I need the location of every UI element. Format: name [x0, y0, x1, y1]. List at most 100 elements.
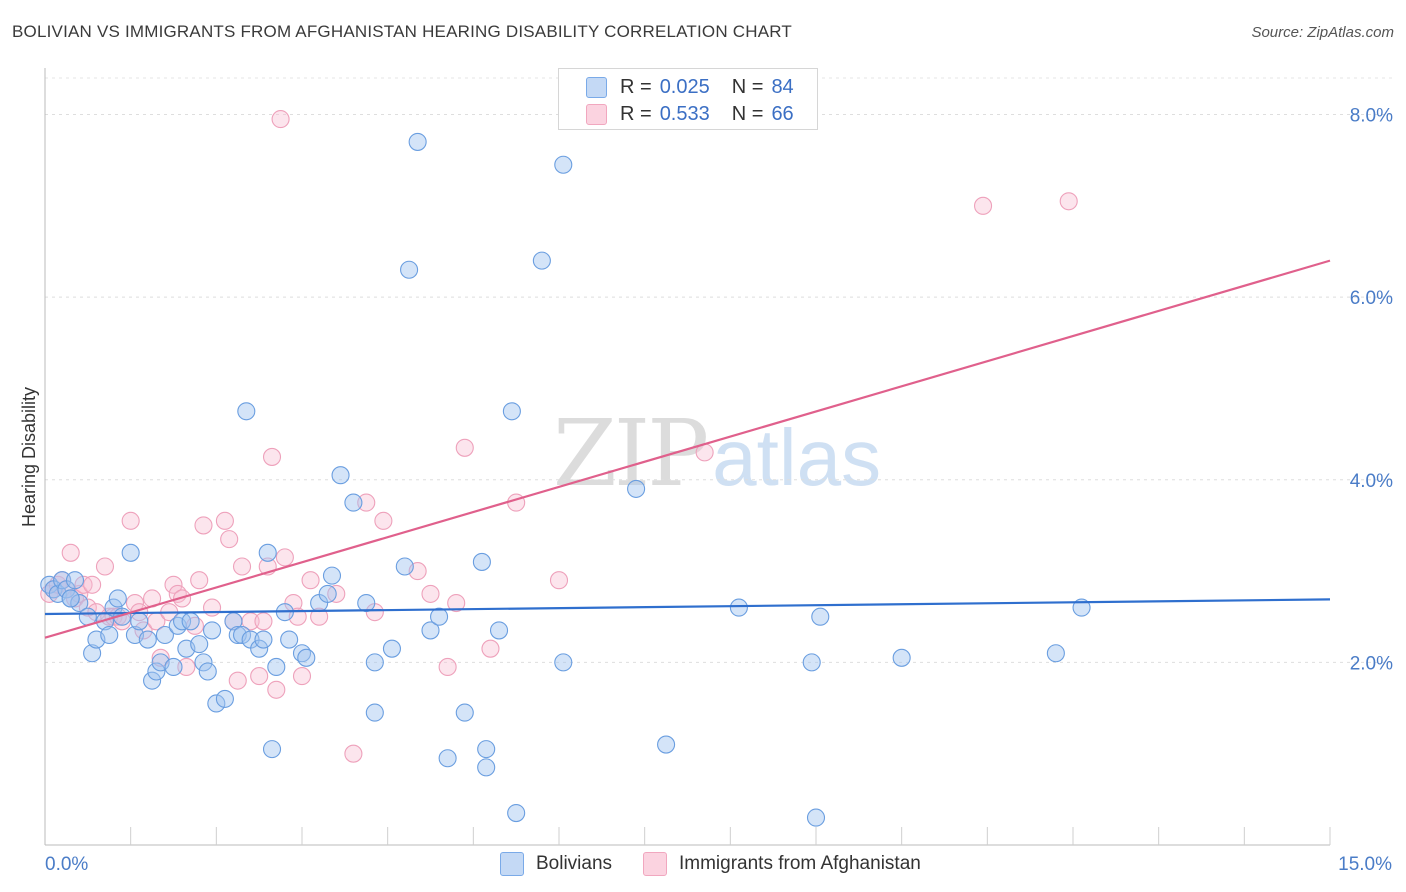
bolivian-point [254, 630, 273, 649]
bolivian-point [207, 694, 226, 713]
x-tick-label: 15.0% [1338, 854, 1392, 875]
bolivian-point [194, 653, 213, 672]
bolivian-point [344, 493, 363, 512]
bolivian-point [280, 630, 299, 649]
bolivian-point [657, 735, 676, 754]
r-value: 0.025 [659, 75, 710, 98]
legend-swatch-blue [500, 852, 524, 876]
afghanistan-point [292, 667, 312, 686]
bolivian-point [138, 630, 157, 649]
afghanistan-point [344, 744, 363, 763]
afghanistan-trend-line [44, 259, 1331, 639]
bolivian-point [297, 648, 316, 667]
bolivian-point [554, 653, 573, 672]
bolivian-point [806, 808, 826, 827]
afghanistan-point [275, 548, 294, 567]
tick-labels: 2.0% 4.0% 6.0% 8.0% 0.0% 15.0% [45, 106, 1393, 875]
n-label: N = [731, 75, 764, 98]
bolivian-point [190, 635, 209, 654]
bolivian-point [108, 589, 127, 608]
afghanistan-point [973, 196, 993, 215]
afghanistan-point [164, 575, 183, 594]
stats-legend-swatch-blue [586, 76, 607, 98]
bolivian-point [215, 689, 234, 708]
bolivian-point [802, 653, 821, 672]
afghanistan-point [177, 657, 196, 676]
bolivian-point [729, 598, 748, 617]
series-bolivians-points [40, 132, 1091, 827]
bolivian-point [365, 653, 384, 672]
legend-label-bolivians: Bolivians [536, 853, 613, 874]
bolivian-point [507, 803, 526, 823]
legend-item-afghanistan: Immigrants from Afghanistan [643, 852, 921, 876]
afghanistan-point [228, 671, 247, 690]
bolivian-point [250, 639, 269, 658]
bolivian-point [395, 557, 414, 576]
afghanistan-point [438, 657, 457, 676]
bolivian-point [83, 644, 102, 663]
bolivian-point [164, 657, 183, 676]
afghanistan-point [95, 557, 115, 576]
bolivian-point [267, 657, 286, 676]
axes [44, 68, 1331, 846]
bolivian-point [438, 749, 457, 768]
watermark-atlas: atlas [712, 413, 882, 502]
y-tick-label: 8.0% [1350, 106, 1393, 127]
r-label: R = [620, 75, 652, 98]
bolivian-point [232, 625, 252, 645]
stats-legend-row-afghanistan: R = 0.533 N = 66 [586, 101, 794, 127]
watermark: ZIPatlas [553, 400, 881, 507]
afghanistan-point [220, 530, 239, 549]
stats-legend: R = 0.025 N = 84 R = 0.533 N = 66 [558, 68, 818, 130]
bolivian-point [258, 543, 277, 562]
bolivian-point [400, 260, 419, 279]
bolivian-point [322, 566, 342, 585]
afghanistan-point [455, 438, 474, 457]
n-value: 84 [771, 75, 794, 98]
bolivian-point [147, 662, 166, 681]
afghanistan-point [83, 575, 102, 594]
bolivian-point [365, 703, 384, 722]
afghanistan-point [151, 648, 170, 667]
bolivian-point [502, 402, 521, 421]
afghanistan-point [61, 543, 80, 562]
afghanistan-point [194, 516, 213, 535]
afghanistan-point [254, 612, 273, 631]
bolivian-point [65, 571, 85, 590]
afghanistan-point [271, 110, 290, 129]
n-label: N = [731, 102, 764, 125]
bolivian-point [198, 662, 217, 681]
afghanistan-point [215, 511, 234, 530]
trend-lines [44, 259, 1331, 639]
r-value: 0.533 [659, 102, 710, 125]
legend-swatch-pink [643, 852, 667, 876]
afghanistan-point [262, 447, 282, 466]
bolivian-point [892, 648, 911, 667]
legend-label-afghanistan: Immigrants from Afghanistan [679, 853, 921, 874]
afghanistan-point [310, 607, 329, 626]
bolivian-point [357, 593, 376, 613]
grid [45, 77, 1392, 663]
bolivian-point [318, 584, 337, 603]
bolivian-point [181, 612, 200, 631]
bolivian-point [143, 671, 162, 690]
afghanistan-point [203, 598, 222, 617]
afghanistan-point [250, 667, 269, 686]
afghanistan-point [190, 571, 209, 590]
afghanistan-point [481, 639, 500, 658]
afghanistan-point [421, 584, 440, 603]
chart-title: BOLIVIAN VS IMMIGRANTS FROM AFGHANISTAN … [12, 22, 793, 41]
afghanistan-point [549, 571, 569, 590]
bolivian-point [262, 740, 282, 759]
source-label: Source: ZipAtlas.com [1251, 24, 1394, 41]
bolivians-trend-line [44, 598, 1331, 616]
bolivian-point [489, 621, 509, 640]
afghanistan-point [1059, 192, 1078, 211]
bolivian-point [477, 758, 496, 777]
afghanistan-point [78, 598, 97, 617]
bolivian-point [408, 132, 427, 151]
bolivian-point [472, 552, 491, 571]
bolivian-point [70, 593, 89, 613]
afghanistan-point [134, 621, 153, 640]
